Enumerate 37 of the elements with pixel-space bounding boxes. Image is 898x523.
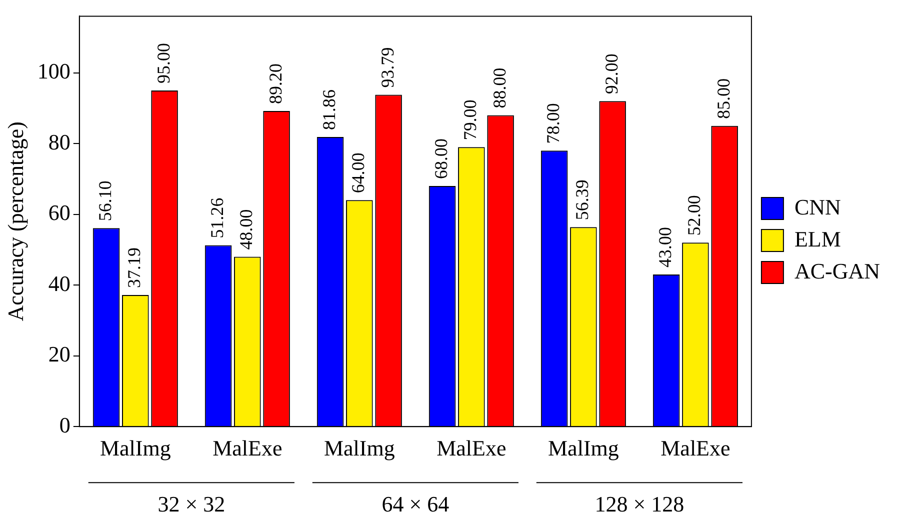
- text: 128 × 128: [594, 491, 684, 516]
- y-tick-label: 100: [37, 58, 70, 84]
- x-tick-label: MalImg: [100, 436, 171, 461]
- data-label: 56.39: [572, 180, 592, 220]
- data-label: 95.00: [153, 42, 174, 84]
- data-label: 37.19: [124, 248, 144, 288]
- data-label: 48.00: [236, 209, 256, 250]
- data-label: 52.00: [684, 195, 704, 236]
- data-label: 43.00: [655, 226, 676, 268]
- text: 32 × 32: [158, 491, 226, 516]
- legend-label: CNN: [794, 194, 842, 220]
- y-tick-label: 0: [59, 412, 70, 438]
- y-tick-label: 60: [48, 200, 70, 226]
- legend-label: AC-GAN: [794, 258, 880, 284]
- y-tick-label: 80: [48, 129, 70, 154]
- x-tick-label: MalExe: [436, 436, 506, 461]
- x-tick-label: MalExe: [212, 436, 282, 461]
- x-tick-label: MalExe: [660, 436, 730, 461]
- data-label: 89.20: [265, 64, 286, 104]
- data-label: 92.00: [601, 54, 622, 94]
- data-label: 93.79: [377, 47, 398, 88]
- data-label: 88.00: [489, 68, 510, 108]
- y-tick-label: 40: [48, 270, 70, 296]
- x-tick-label: MalImg: [324, 436, 395, 461]
- data-label: 85.00: [713, 78, 734, 119]
- text: 64 × 64: [382, 491, 450, 516]
- data-label: 64.00: [348, 152, 368, 194]
- data-label: 51.26: [207, 198, 228, 238]
- data-label: 56.10: [95, 180, 116, 222]
- y-tick-label: 20: [48, 342, 70, 367]
- data-label: 68.00: [431, 138, 452, 180]
- data-label: 81.86: [319, 89, 340, 130]
- x-tick-label: MalImg: [548, 436, 619, 461]
- data-label: 79.00: [460, 100, 480, 140]
- data-label: 78.00: [543, 103, 564, 144]
- y-axis-title: Accuracy (percentage): [2, 122, 28, 322]
- legend-label: ELM: [794, 226, 841, 252]
